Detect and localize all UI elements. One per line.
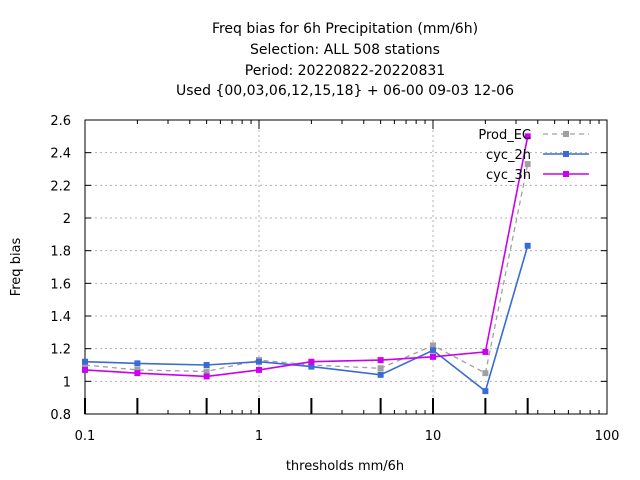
data-point-cyc-2h bbox=[308, 363, 315, 370]
data-point-cyc-2h bbox=[256, 358, 262, 365]
y-tick-label: 2.2 bbox=[50, 179, 71, 194]
data-point-prod-ec bbox=[377, 365, 384, 372]
data-point-cyc-2h bbox=[430, 347, 436, 354]
x-tick-label: 1 bbox=[255, 429, 263, 444]
data-point-cyc-2h bbox=[82, 358, 88, 365]
legend-label-cyc-2h: cyc_2h bbox=[486, 148, 531, 163]
y-tick-label: 2 bbox=[63, 212, 71, 227]
x-tick-label: 100 bbox=[595, 429, 620, 444]
data-point-prod-ec bbox=[203, 368, 210, 375]
data-point-cyc-3h bbox=[482, 348, 489, 355]
data-point-cyc-2h bbox=[482, 388, 489, 395]
data-point-cyc-3h bbox=[256, 366, 262, 373]
y-tick-label: 2.6 bbox=[50, 114, 71, 129]
data-point-cyc-3h bbox=[308, 358, 315, 365]
legend-marker-cyc-2h bbox=[563, 151, 569, 157]
legend-marker-prod-ec bbox=[563, 131, 569, 137]
y-tick-label: 2.4 bbox=[50, 147, 71, 162]
data-point-cyc-2h bbox=[203, 362, 210, 368]
legend-marker-cyc-3h bbox=[563, 171, 569, 177]
y-tick-label: 1.6 bbox=[50, 277, 71, 292]
data-point-cyc-2h bbox=[377, 371, 384, 378]
y-tick-label: 1.8 bbox=[50, 245, 71, 260]
data-point-cyc-3h bbox=[203, 373, 210, 380]
series-layer bbox=[82, 133, 531, 395]
data-point-prod-ec bbox=[82, 362, 88, 368]
data-point-prod-ec bbox=[524, 161, 531, 168]
y-tick-label: 0.8 bbox=[50, 408, 71, 423]
title-line-2: Selection: ALL 508 stations bbox=[250, 42, 440, 58]
data-point-cyc-3h bbox=[430, 353, 436, 360]
series-line-cyc-2h bbox=[84, 245, 529, 393]
data-point-prod-ec bbox=[482, 370, 489, 377]
y-tick-label: 1.4 bbox=[50, 310, 71, 325]
grid bbox=[85, 120, 607, 414]
data-point-cyc-2h bbox=[524, 242, 531, 249]
data-point-prod-ec bbox=[134, 366, 141, 373]
y-axis-label: Freq bias bbox=[9, 237, 24, 296]
data-point-cyc-3h bbox=[82, 366, 88, 373]
series-line-prod-ec bbox=[84, 163, 529, 375]
series-line-cyc-3h bbox=[84, 136, 529, 378]
legend-label-cyc-3h: cyc_3h bbox=[486, 168, 531, 183]
plot-frame bbox=[84, 119, 608, 415]
title-line-1: Freq bias for 6h Precipitation (mm/6h) bbox=[212, 21, 478, 37]
data-point-prod-ec bbox=[430, 342, 436, 349]
title-line-4: Used {00,03,06,12,15,18} + 06-00 09-03 1… bbox=[176, 83, 514, 99]
legend: Prod_EC cyc_2h cyc_3h bbox=[478, 128, 589, 183]
data-point-cyc-3h bbox=[524, 133, 531, 140]
threshold-markers bbox=[84, 398, 529, 414]
data-point-cyc-2h bbox=[134, 360, 141, 367]
x-tick-label: 10 bbox=[425, 429, 442, 444]
x-axis-label: thresholds mm/6h bbox=[286, 459, 404, 474]
y-tick-label: 1.2 bbox=[50, 343, 71, 358]
data-point-cyc-3h bbox=[377, 357, 384, 364]
axis-ticks: 0.8 1 1.2 1.4 1.6 1.8 2 2.2 2.4 2.6 0.1 1 10 100 bbox=[50, 114, 619, 444]
x-tick-label: 0.1 bbox=[75, 429, 96, 444]
data-point-cyc-3h bbox=[134, 370, 141, 377]
legend-label-prod-ec: Prod_EC bbox=[478, 128, 531, 143]
y-tick-label: 1 bbox=[63, 375, 71, 390]
chart-title: Freq bias for 6h Precipitation (mm/6h) S… bbox=[176, 21, 514, 99]
title-line-3: Period: 20220822-20220831 bbox=[245, 63, 445, 79]
